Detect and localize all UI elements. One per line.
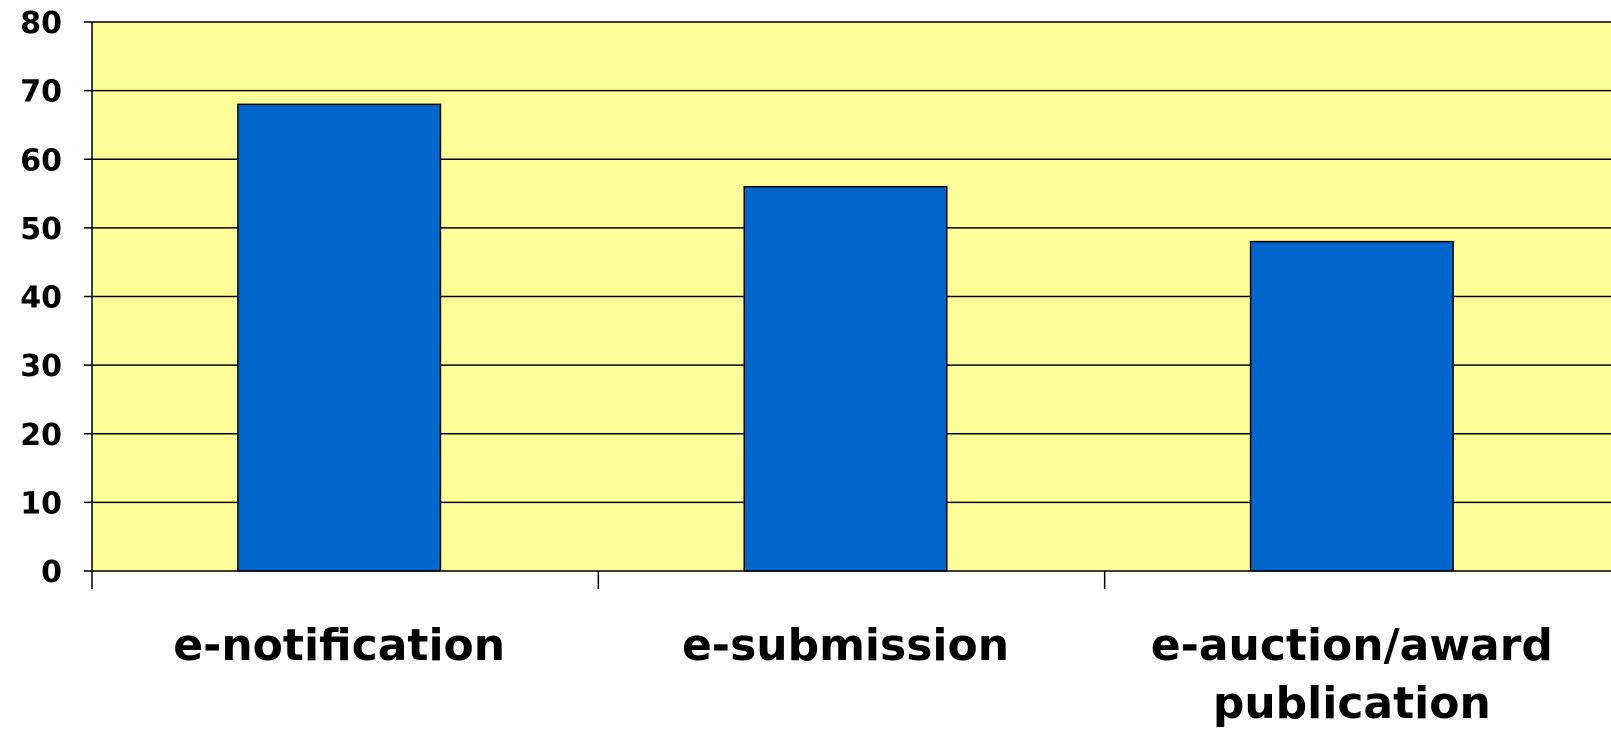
y-tick-label: 10: [20, 486, 62, 521]
bars: [237, 103, 1454, 572]
y-tick-label: 30: [20, 349, 62, 384]
x-category-label: e-notification: [173, 620, 505, 671]
bar-1: [237, 103, 442, 572]
x-axis-category-labels: e-notification e-submission e-auction/awar…: [173, 620, 1553, 729]
bar-2: [743, 185, 948, 572]
x-category-label: e-submission: [682, 620, 1009, 671]
x-category-label: publication: [1213, 678, 1491, 729]
y-tick-label: 50: [20, 212, 62, 247]
bar-3: [1249, 240, 1454, 572]
x-category-label: e-auction/award: [1151, 620, 1553, 671]
y-axis-tick-labels: 0 10 20 30 40 50 60 70 80: [20, 6, 62, 590]
y-tick-label: 20: [20, 418, 62, 453]
y-tick-label: 80: [20, 6, 62, 41]
y-tick-label: 40: [20, 281, 62, 316]
y-tick-label: 60: [20, 143, 62, 178]
y-tick-label: 0: [41, 555, 62, 590]
axes: [84, 21, 1611, 589]
y-tick-label: 70: [20, 75, 62, 110]
